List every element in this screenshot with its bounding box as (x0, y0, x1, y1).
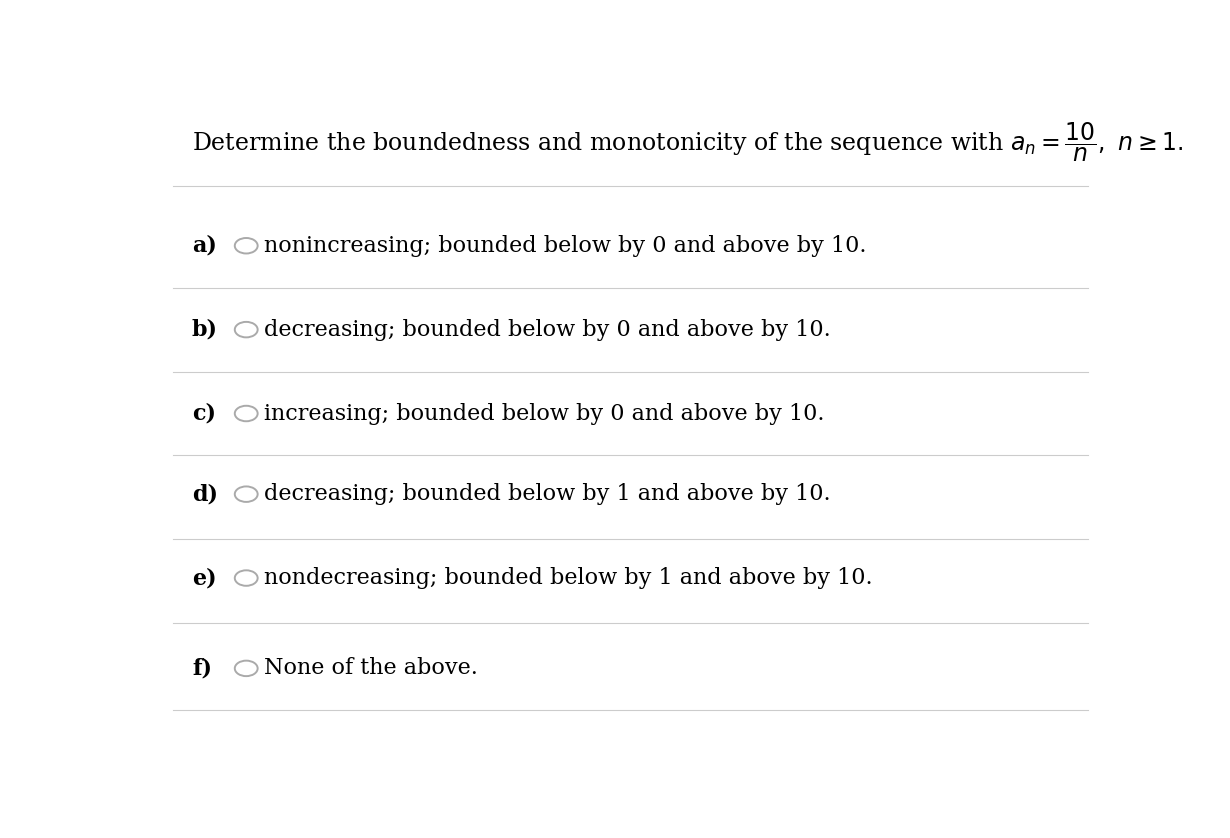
Text: Determine the boundedness and monotonicity of the sequence with $a_n = \dfrac{10: Determine the boundedness and monotonici… (192, 121, 1183, 164)
Text: c): c) (192, 402, 216, 425)
Text: a): a) (192, 235, 216, 256)
Text: nondecreasing; bounded below by 1 and above by 10.: nondecreasing; bounded below by 1 and ab… (264, 567, 873, 589)
Text: e): e) (192, 567, 216, 589)
Text: b): b) (192, 318, 218, 340)
Text: decreasing; bounded below by 0 and above by 10.: decreasing; bounded below by 0 and above… (264, 318, 831, 340)
Text: None of the above.: None of the above. (264, 657, 478, 680)
Text: increasing; bounded below by 0 and above by 10.: increasing; bounded below by 0 and above… (264, 402, 825, 425)
Text: decreasing; bounded below by 1 and above by 10.: decreasing; bounded below by 1 and above… (264, 484, 831, 505)
Text: f): f) (192, 657, 212, 680)
Text: nonincreasing; bounded below by 0 and above by 10.: nonincreasing; bounded below by 0 and ab… (264, 235, 867, 256)
Text: d): d) (192, 484, 218, 505)
